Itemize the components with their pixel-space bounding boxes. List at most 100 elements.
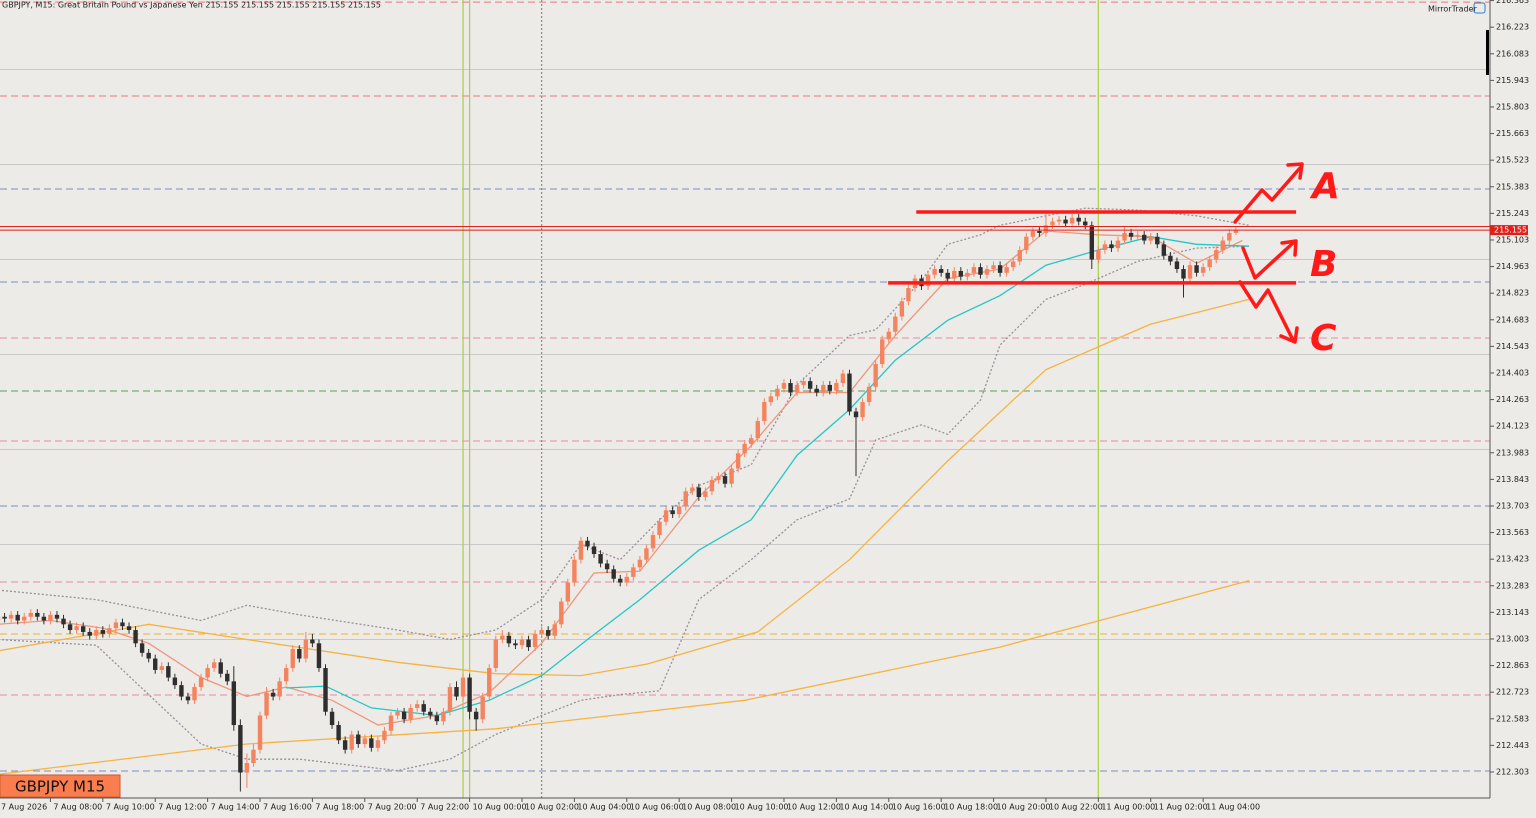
y-tick-label: 213.283	[1496, 581, 1529, 590]
candle-body	[297, 649, 302, 659]
x-tick-label: 11 Aug 02:00	[1154, 803, 1208, 812]
y-tick-label: 214.963	[1496, 262, 1529, 271]
candle-body	[80, 626, 86, 632]
candle-body	[578, 540, 584, 560]
candle-body	[113, 622, 119, 629]
candle-body	[1037, 231, 1042, 233]
candle-body	[126, 626, 132, 631]
candle-body	[965, 272, 970, 277]
x-tick-label: 7 Aug 16:00	[263, 803, 312, 812]
candle-body	[565, 582, 571, 602]
candle-body	[172, 677, 178, 686]
arrowhead-c	[1279, 326, 1299, 344]
candle-body	[1155, 236, 1160, 245]
candle-body	[834, 383, 839, 391]
candle-body	[925, 274, 931, 287]
candle-body	[631, 567, 636, 577]
candle-body	[880, 339, 885, 365]
candle-body	[696, 487, 702, 498]
candle-body	[762, 402, 767, 422]
candle-body	[591, 546, 597, 555]
x-tick-label: 10 Aug 16:00	[892, 803, 946, 812]
candle-body	[513, 643, 518, 646]
y-tick-label: 216.363	[1496, 0, 1529, 5]
candle-body	[1017, 250, 1022, 262]
candle-body	[100, 630, 106, 634]
candle-body	[460, 677, 466, 697]
y-tick-label: 213.843	[1496, 475, 1529, 484]
candle-body	[94, 630, 99, 636]
candle-body	[1083, 221, 1088, 226]
candle-body	[382, 730, 387, 741]
candle-body	[1161, 244, 1167, 256]
candle-body	[211, 662, 217, 669]
candle-body	[362, 738, 368, 745]
candle-body	[454, 687, 459, 697]
candle-body	[971, 267, 977, 273]
arrow-a	[1233, 166, 1302, 224]
candle-body	[801, 381, 806, 385]
annotation-label: B	[1310, 244, 1337, 285]
candle-body	[1128, 232, 1134, 237]
y-tick-label: 213.563	[1496, 528, 1529, 537]
x-tick-label: 7 Aug 18:00	[315, 803, 364, 812]
candle-body	[807, 381, 813, 389]
candle-body	[899, 301, 905, 317]
candle-body	[572, 559, 577, 583]
candle-body	[886, 331, 891, 340]
candle-body	[205, 668, 210, 678]
candle-body	[624, 576, 629, 583]
brand-icon	[1473, 2, 1486, 14]
candle-body	[133, 630, 138, 644]
candle-body	[1004, 267, 1009, 273]
candle-body	[1233, 230, 1239, 233]
indicator-line	[0, 298, 1250, 677]
candle-body	[670, 510, 675, 515]
x-tick-label: 7 Aug 10:00	[106, 803, 155, 812]
plot-area	[0, 0, 1490, 798]
y-tick-label: 215.663	[1496, 129, 1529, 138]
candle-body	[860, 402, 865, 418]
y-tick-label: 214.683	[1496, 315, 1529, 324]
y-tick-label: 213.703	[1496, 501, 1529, 510]
candle-body	[179, 685, 184, 697]
x-tick-label: 10 Aug 06:00	[630, 803, 684, 812]
candle-body	[1076, 217, 1081, 222]
y-tick-label: 214.123	[1496, 422, 1529, 431]
candle-body	[316, 643, 322, 669]
candle-body	[893, 316, 898, 332]
x-tick-label: 10 Aug 02:00	[525, 803, 579, 812]
candle-body	[559, 601, 564, 625]
candle-body	[663, 510, 669, 522]
indicator-line	[0, 230, 1243, 726]
candle-body	[15, 614, 20, 621]
arrow-c	[1238, 280, 1295, 342]
y-tick-label: 214.823	[1496, 289, 1529, 298]
candle-body	[552, 624, 557, 636]
candle-body	[657, 521, 662, 536]
y-tick-label: 216.083	[1496, 49, 1529, 58]
candle-body	[1096, 250, 1101, 260]
brand: MirrorTrader	[1428, 5, 1477, 14]
candle-body	[487, 668, 492, 697]
candle-body	[395, 711, 400, 716]
candle-body	[87, 631, 92, 636]
y-tick-label: 212.303	[1496, 767, 1529, 776]
y-tick-label: 215.803	[1496, 102, 1529, 111]
candle-body	[270, 692, 276, 697]
candle-body	[755, 421, 760, 439]
candle-body	[185, 696, 191, 701]
candle-body	[500, 635, 505, 640]
candle-body	[447, 687, 453, 712]
candle-body	[441, 711, 446, 722]
candle-body	[611, 569, 616, 579]
candle-body	[369, 738, 374, 748]
chart-title: GBPJPY, M15: Great Britain Pound vs Japa…	[2, 1, 381, 10]
y-tick-label: 213.143	[1496, 608, 1529, 617]
candle-body	[532, 633, 538, 648]
candle-body	[1220, 240, 1225, 251]
candle-body	[1102, 244, 1108, 251]
symbol-badge-text: GBPJPY M15	[15, 778, 105, 796]
candle-body	[637, 559, 643, 568]
